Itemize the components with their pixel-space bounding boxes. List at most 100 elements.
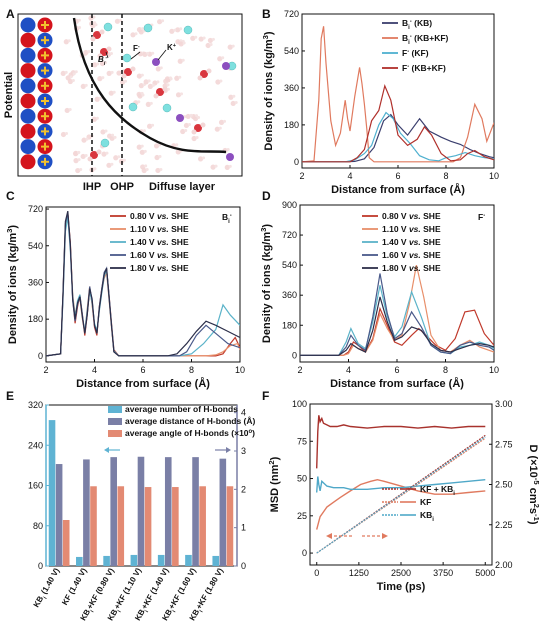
water-h-bg (151, 123, 155, 127)
water-h-bg (140, 91, 144, 95)
water-h-bg (209, 42, 213, 46)
water-h-bg (181, 58, 185, 62)
water-h-bg (184, 129, 188, 133)
schematic-frame (17, 13, 243, 177)
water-h-bg (143, 149, 147, 153)
region-label-diffuse: Diffuse layer (149, 181, 216, 193)
water-h-bg (173, 28, 177, 32)
y-tick-label-left: 75 (297, 436, 307, 446)
panel-A: A Bi- F- K+ Potential IHP OHP Diffuse layer (3, 7, 243, 193)
water-h-bg (105, 151, 109, 155)
water-h-bg (221, 56, 225, 60)
water-h-bg (226, 148, 230, 152)
water-molecule-bg (73, 158, 79, 164)
panel-letter: A (6, 7, 15, 21)
water-h-bg (124, 79, 128, 83)
electrode-atom (20, 108, 36, 124)
series-line-4 (300, 296, 494, 356)
water-molecule-bg (205, 42, 211, 49)
region-label-ohp: OHP (110, 181, 134, 193)
y-tick-label: 540 (28, 241, 43, 251)
y-tick-label-left: 50 (297, 474, 307, 484)
category-label-0: KBi (1.40 V) (32, 566, 64, 610)
water-h-bg (159, 167, 163, 171)
x-tick-label: 1250 (349, 568, 369, 578)
water-h-bg (93, 167, 97, 171)
panel-F: F 0 1250 2500 3750 5000 0 25 50 75 100 2.00 2.25 2.50… (262, 389, 542, 593)
x-tick-label: 6 (394, 365, 399, 375)
fluoride-ion-icon (162, 103, 172, 113)
water-h-bg (195, 114, 199, 118)
water-hydrogen-icon (197, 75, 203, 81)
water-molecule-bg (80, 153, 86, 160)
bar-0-5 (185, 554, 192, 566)
water-h-bg (214, 164, 218, 168)
bar-1-5 (192, 457, 199, 566)
y-tick-label-left: 0 (302, 548, 307, 558)
bar-1-3 (137, 456, 145, 566)
x-tick-label: 0 (314, 568, 319, 578)
water-h-bg (232, 94, 236, 98)
x-tick-label: 3750 (433, 568, 453, 578)
water-hydrogen-icon (99, 29, 105, 35)
water-h-bg (134, 32, 138, 36)
x-axis-title: Distance from surface (Å) (331, 183, 465, 196)
water-molecule-bg (94, 96, 100, 102)
water-h-bg (92, 15, 96, 19)
water-hydrogen-icon (206, 68, 212, 74)
water-molecule-bg (113, 155, 119, 161)
water-h-bg (142, 129, 146, 133)
legend-label-1: 1.10 V vs. SHE (130, 224, 189, 234)
water-molecule-bg (215, 79, 221, 85)
water-molecule-bg (139, 149, 145, 155)
water-h-bg (112, 90, 116, 94)
x-axis-title: Distance from surface (Å) (330, 377, 464, 390)
water-h-bg (87, 49, 91, 53)
water-h-bg (77, 158, 81, 162)
legend-label-1: KF (420, 497, 431, 507)
y-tick-label-right: 2 (241, 484, 246, 494)
bar-1-4 (164, 457, 172, 566)
water-h-bg (84, 153, 88, 157)
water-molecule-bg (180, 128, 186, 135)
water-molecule-bg (100, 129, 106, 135)
potassium-ion-icon (176, 114, 184, 122)
y-tick-label: 720 (282, 230, 297, 240)
series-line-3 (300, 273, 494, 356)
water-molecule-bg (217, 56, 223, 62)
water-molecule-bg (108, 90, 114, 96)
water-molecule-bg (155, 66, 161, 72)
water-h-bg (69, 75, 73, 79)
y-tick-label: 540 (284, 46, 299, 56)
y-axis-title-right: D (×10-5 cm2s-1) (527, 444, 542, 524)
water-hydrogen-icon (130, 66, 136, 72)
panel-E: E 0 80 160 240 320 0 1 2 3 4 KBi (1.40 V)KF (1.40 V… (6, 389, 256, 622)
y-tick-label-left: 320 (28, 400, 43, 410)
y-axis-title: Density of ions (kg/m3) (261, 31, 276, 151)
water-oxygen-icon (100, 48, 108, 56)
water-molecule-bg (81, 137, 87, 143)
electrode-atom (20, 123, 36, 139)
right-axis-arrow-head (226, 447, 231, 453)
x-tick-label: 2 (297, 365, 302, 375)
legend-label-0: average number of H-bonds (125, 404, 238, 414)
water-molecule-bg (174, 75, 180, 81)
water-molecule-bg (156, 19, 163, 25)
electrode-atom (20, 78, 36, 94)
water-molecule-bg (146, 123, 153, 129)
series-line-3 (302, 83, 494, 163)
water-h-bg (71, 78, 75, 82)
y-tick-label: 0 (38, 351, 43, 361)
y-tick-label: 0 (294, 157, 299, 167)
electrode-atom (20, 17, 36, 33)
water-molecule-bg (230, 100, 236, 107)
water-h-bg (122, 158, 126, 162)
water-h-bg (231, 44, 235, 48)
series-line-1 (300, 264, 494, 356)
water-h-bg (98, 96, 102, 100)
water-molecule-bg (116, 70, 122, 76)
water-molecule-bg (210, 164, 216, 170)
water-molecule-bg (169, 28, 175, 34)
water-oxygen-icon (194, 124, 202, 132)
water-h-bg (67, 39, 71, 43)
